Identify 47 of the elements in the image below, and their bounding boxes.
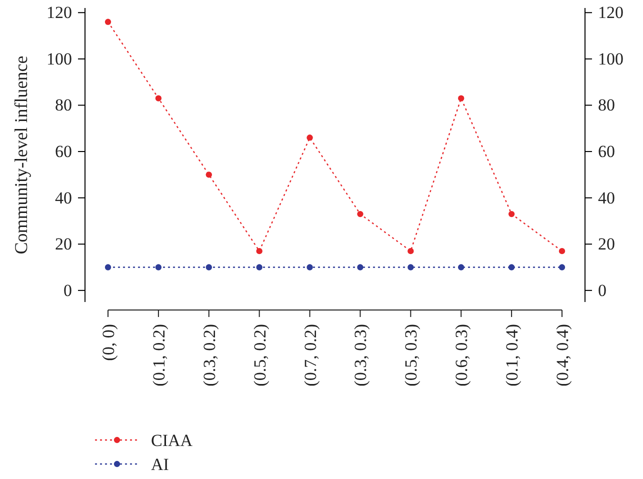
y2-tick-label: 40 (598, 188, 615, 208)
x-tick-label: (0.3, 0.3) (351, 324, 370, 386)
y2-tick-label: 120 (598, 3, 624, 22)
point (104, 18, 112, 25)
y2-tick-label: 80 (598, 96, 615, 115)
point (508, 264, 515, 270)
point (256, 264, 262, 270)
y2-tick-label: 60 (598, 142, 615, 161)
y-tick-label: 20 (55, 234, 72, 254)
x-tick-label: (0.3, 0.2) (200, 324, 219, 386)
point (306, 264, 313, 270)
y-tick-label: 100 (46, 49, 72, 68)
x-tick-label: (0.6, 0.3) (452, 324, 472, 386)
y2-tick-label: 20 (598, 234, 615, 254)
y-tick-label: 40 (55, 188, 72, 208)
point (408, 248, 414, 254)
point (206, 264, 212, 270)
y-tick-label: 80 (55, 96, 72, 115)
y-axis-title: Community-level influence (11, 56, 31, 254)
x-tick-label: (0.4, 0.4) (553, 324, 572, 386)
x-tick-label: (0.5, 0.2) (250, 324, 270, 386)
x-tick-label: (0.5, 0.3) (402, 324, 421, 386)
x-tick-label: (0.1, 0.2) (149, 324, 168, 386)
legend-label: CIAA (151, 431, 194, 450)
y2-tick-label: 0 (598, 280, 606, 300)
x-tick-label: (0.7, 0.2) (300, 324, 320, 386)
legend-label: AI (151, 455, 170, 474)
point (155, 264, 162, 270)
point (408, 264, 414, 270)
point (155, 95, 162, 102)
point (256, 248, 262, 254)
y-tick-label: 60 (55, 142, 72, 161)
point (206, 172, 212, 178)
point (458, 264, 464, 270)
point (508, 210, 515, 218)
point (558, 264, 566, 270)
point (458, 95, 464, 102)
point (357, 264, 364, 270)
point (558, 248, 566, 254)
point (357, 210, 364, 218)
x-tick-label: (0, 0) (99, 324, 118, 361)
y2-tick-label: 100 (598, 49, 624, 68)
point (104, 264, 112, 270)
y-tick-label: 0 (64, 280, 72, 300)
point (306, 134, 313, 141)
y-tick-label: 120 (46, 3, 72, 22)
x-tick-label: (0.1, 0.4) (502, 324, 522, 386)
